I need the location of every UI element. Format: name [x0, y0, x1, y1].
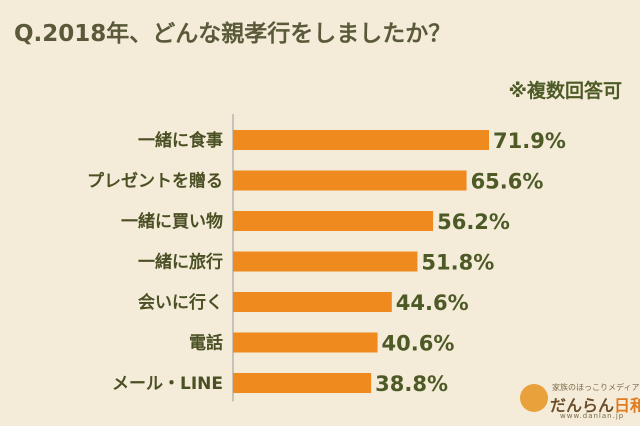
category-label: 一緒に買い物	[121, 211, 223, 232]
category-label: 一緒に食事	[138, 130, 223, 151]
category-label: 電話	[189, 333, 223, 354]
category-label: プレゼントを贈る	[87, 171, 223, 192]
bar	[233, 251, 418, 272]
danlan-biyori-logo: 家族のほっこりメディア だんらん日和 www.danlan.jp	[520, 382, 640, 422]
value-label: 56.2%	[437, 210, 510, 234]
chart-title: Q.2018年、どんな親孝行をしましたか？	[14, 21, 452, 47]
bar	[233, 170, 467, 191]
category-label: メール・LINE	[112, 374, 223, 394]
category-label: 一緒に旅行	[138, 252, 223, 273]
value-label: 71.9%	[493, 129, 566, 153]
bar	[233, 292, 392, 312]
bar	[233, 211, 434, 231]
logo-name-part2: 日和	[614, 396, 640, 415]
bar	[233, 373, 372, 393]
value-label: 40.6%	[382, 332, 455, 356]
logo-circle-icon	[520, 384, 548, 412]
value-label: 44.6%	[396, 291, 469, 315]
logo-name-part1: だんらん	[550, 396, 615, 415]
logo-url: www.danlan.jp	[560, 412, 625, 420]
logo-tagline: 家族のほっこりメディア	[552, 383, 640, 392]
value-label: 38.8%	[375, 372, 448, 396]
bar	[233, 332, 378, 353]
logo-name: だんらん日和	[550, 392, 640, 416]
multiple-answer-note: ※複数回答可	[508, 80, 622, 102]
category-label: 会いに行く	[138, 292, 223, 313]
value-label: 51.8%	[421, 251, 494, 275]
value-label: 65.6%	[471, 170, 544, 194]
bar	[233, 130, 489, 150]
